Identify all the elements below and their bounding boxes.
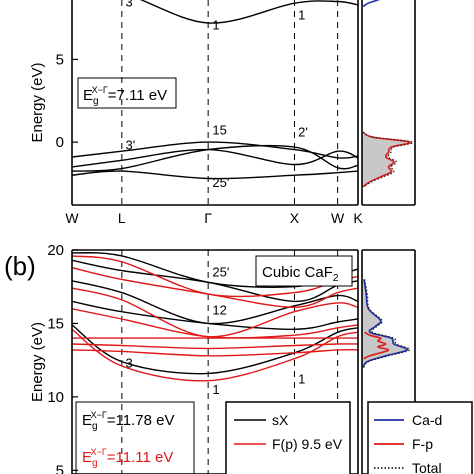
kpoint-label-L: L: [118, 210, 126, 226]
band-line-2: [72, 148, 358, 168]
gap-label-text: EgX−Γ=7.11 eV: [83, 85, 167, 107]
band-label: 25': [212, 175, 229, 190]
gap-label-1: EgX−Γ=11.78 eV: [82, 410, 175, 432]
band-line-3: [72, 280, 358, 325]
dos-line-f-p: [363, 331, 390, 360]
legend-label: F(p) 9.5 eV: [272, 436, 343, 452]
y-axis-label: Energy (eV): [29, 322, 46, 402]
y-tick-label: 0: [56, 134, 64, 151]
gap-label-1-text: EgX−Γ=11.78 eV: [82, 410, 175, 432]
band-line-8: [72, 287, 358, 338]
kpoint-label-K: K: [353, 210, 363, 226]
dos-legend-label: Ca-d: [412, 412, 442, 428]
legend-label: sX: [272, 412, 289, 428]
band-line-3: [72, 144, 358, 172]
gap-label-box: [77, 77, 177, 109]
dos-fill-total: [362, 132, 413, 187]
band-label: 25': [212, 264, 229, 279]
dos-fill-total: [362, 279, 410, 368]
chart-title: Cubic CaF2: [255, 255, 353, 287]
band-label: 2': [298, 124, 308, 139]
y-tick-label: 5: [56, 462, 64, 474]
dos-legend-label: Total: [412, 460, 442, 474]
dos-legend: Ca-d F-p Total: [367, 401, 473, 474]
band-line-1: [72, 141, 358, 159]
band-line-13: [72, 348, 358, 357]
kpoint-label-Γ: Γ: [204, 210, 212, 226]
dos-legend-box: [367, 401, 473, 474]
gap-label-box: [75, 401, 195, 474]
y-tick-label: 15: [47, 315, 64, 332]
y-axis-label: Energy (eV): [29, 62, 46, 142]
band-label: 1: [298, 372, 305, 387]
band-line-6: [72, 328, 358, 382]
band-label: 1: [212, 18, 219, 33]
dos-line-ca-d: [362, 279, 408, 368]
band-line-5: [139, 0, 358, 24]
kpoint-label-X: X: [290, 210, 300, 226]
legend: sX F(p) 9.5 eV: [225, 401, 351, 474]
gap-label-2: EgX−Γ=11.11 eV: [82, 447, 173, 469]
y-tick-label: 5: [56, 51, 64, 68]
band-plot-a: [72, 0, 358, 205]
gap-label: EgX−Γ=7.11 eV: [77, 77, 177, 109]
kpoint-label-W: W: [331, 210, 345, 226]
band-line-12: [72, 343, 358, 350]
band-label: 1: [212, 382, 219, 397]
band-label: 3': [126, 138, 136, 153]
band-label: 3: [126, 0, 133, 9]
gap-label-2-text: EgX−Γ=11.11 eV: [82, 447, 173, 469]
band-label: 1: [298, 8, 305, 23]
dos-plot-b: [362, 279, 411, 368]
panel-label: (b): [4, 251, 36, 281]
dos-line-ca-d: [362, 0, 380, 8]
band-line-2: [72, 300, 358, 331]
band-line-1: [72, 324, 358, 375]
band-line-4: [72, 170, 358, 180]
band-line-9: [72, 266, 358, 309]
chart-title-text: Cubic CaF2: [262, 264, 339, 284]
dos-line-total: [363, 279, 411, 368]
band-label: 12: [212, 303, 226, 318]
dos-legend-label: F-p: [412, 436, 433, 452]
y-tick-label: 20: [47, 242, 64, 259]
band-plot-b: [72, 250, 358, 474]
dos-plot-a: [362, 0, 414, 188]
y-tick-label: 10: [47, 389, 64, 406]
band-label: 15: [212, 123, 226, 138]
chart-title-box: [255, 255, 353, 287]
kpoint-label-W: W: [65, 210, 79, 226]
dos-line-total: [362, 131, 414, 188]
band-label: 3: [126, 356, 133, 371]
legend-box: [225, 401, 351, 474]
